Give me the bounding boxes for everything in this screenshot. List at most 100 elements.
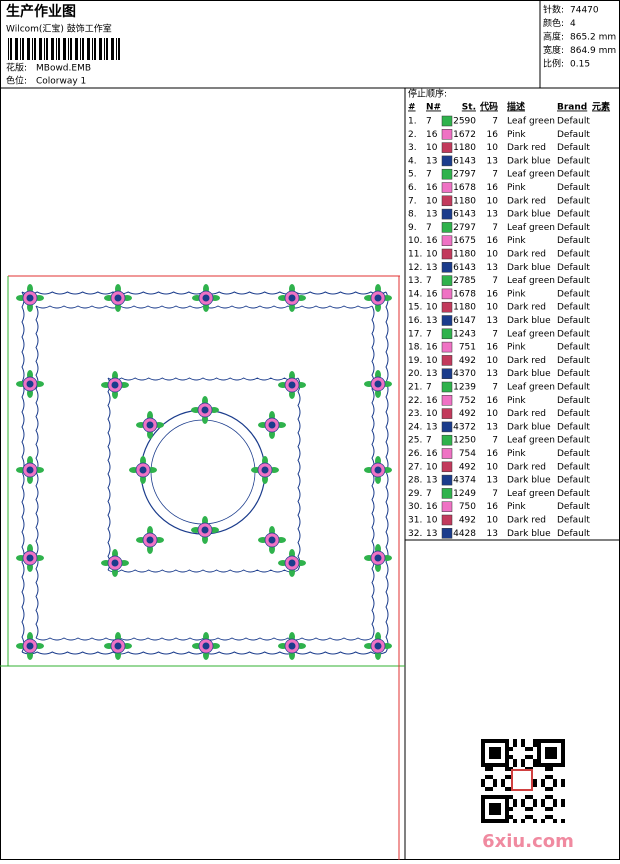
qr-module: [493, 751, 497, 755]
center: [26, 466, 34, 474]
bar-line: [87, 38, 90, 60]
brand: Default: [557, 303, 590, 313]
stitches: 1239: [453, 383, 476, 393]
qr-module: [501, 739, 505, 743]
stitches: 1180: [453, 250, 476, 260]
stitches: 750: [459, 502, 476, 512]
qr-code: [480, 738, 565, 823]
qr-module: [533, 739, 537, 743]
qr-module: [485, 819, 489, 823]
qr-module: [497, 803, 501, 807]
qr-module: [505, 815, 509, 819]
row-number: 22.: [408, 396, 422, 406]
qr-module: [493, 763, 497, 767]
bar-line: [20, 38, 21, 60]
info-value: 865.2 mm: [570, 33, 616, 43]
info-label: 比例:: [543, 58, 564, 70]
qr-module: [489, 763, 493, 767]
qr-module: [505, 799, 509, 803]
qr-module: [489, 803, 493, 807]
qr-module: [549, 795, 553, 799]
qr-module: [481, 755, 485, 759]
qr-module: [505, 739, 509, 743]
needle: 7: [426, 276, 432, 286]
center: [201, 406, 209, 414]
center: [26, 380, 34, 388]
row-number: 11.: [408, 250, 422, 260]
qr-module: [525, 795, 529, 799]
code: 7: [492, 489, 498, 499]
bar-line: [63, 38, 66, 60]
stitches: 4372: [453, 422, 476, 432]
color-swatch: [441, 115, 453, 127]
qr-module: [553, 783, 557, 787]
code: 13: [487, 156, 498, 166]
qr-module: [493, 803, 497, 807]
brand: Default: [557, 369, 590, 379]
row-number: 8.: [408, 210, 417, 220]
needle: 16: [426, 289, 438, 299]
info-label: 宽度:: [543, 44, 564, 56]
color-swatch: [441, 208, 453, 220]
bar-line: [32, 38, 33, 60]
color-swatch: [441, 341, 453, 353]
brand: Default: [557, 396, 590, 406]
color-swatch: [441, 434, 453, 446]
bar-line: [80, 38, 81, 60]
qr-module: [481, 803, 485, 807]
qr-module: [497, 807, 501, 811]
center: [26, 294, 34, 302]
bar-line: [82, 38, 84, 60]
bar-line: [46, 38, 48, 60]
stitches: 1678: [453, 289, 476, 299]
bar-line: [111, 38, 114, 60]
stitches: 2797: [453, 223, 476, 233]
stitches: 1180: [453, 143, 476, 153]
description: Dark blue: [507, 210, 551, 220]
qr-module: [533, 783, 537, 787]
stitches: 492: [459, 516, 476, 526]
qr-module: [541, 803, 545, 807]
qr-module: [549, 787, 553, 791]
bar-line: [39, 38, 42, 60]
center: [146, 421, 154, 429]
color-swatch: [441, 488, 453, 499]
code: 16: [487, 236, 499, 246]
qr-module: [513, 819, 517, 823]
qr-module: [521, 799, 525, 803]
description: Leaf green: [507, 383, 555, 393]
qr-module: [489, 775, 493, 779]
stitches: 1180: [453, 303, 476, 313]
qr-module: [521, 759, 525, 763]
stitches: 6143: [453, 263, 476, 273]
qr-module: [541, 799, 545, 803]
color-swatch: [441, 528, 453, 539]
stitches: 1243: [453, 329, 476, 339]
center: [202, 294, 210, 302]
qr-module: [545, 763, 549, 767]
stitches: 6147: [453, 316, 476, 326]
qr-module: [513, 763, 517, 767]
brand: Default: [557, 489, 590, 499]
bar-line: [70, 38, 72, 60]
row-number: 32.: [408, 529, 422, 539]
description: Leaf green: [507, 117, 555, 127]
bar-line: [8, 38, 9, 60]
column-header: N#: [426, 103, 441, 113]
bar-line: [44, 38, 45, 60]
description: Dark blue: [507, 263, 551, 273]
center: [26, 554, 34, 562]
qr-module: [549, 767, 553, 771]
qr-module: [529, 815, 533, 819]
qr-module: [501, 795, 505, 799]
qr-module: [493, 795, 497, 799]
row-number: 18.: [408, 343, 422, 353]
qr-module: [509, 795, 513, 799]
color-swatch: [441, 421, 453, 433]
center: [374, 554, 382, 562]
color-swatch: [441, 262, 453, 273]
stitches: 492: [459, 462, 476, 472]
qr-module: [561, 743, 565, 747]
qr-module: [505, 759, 509, 763]
